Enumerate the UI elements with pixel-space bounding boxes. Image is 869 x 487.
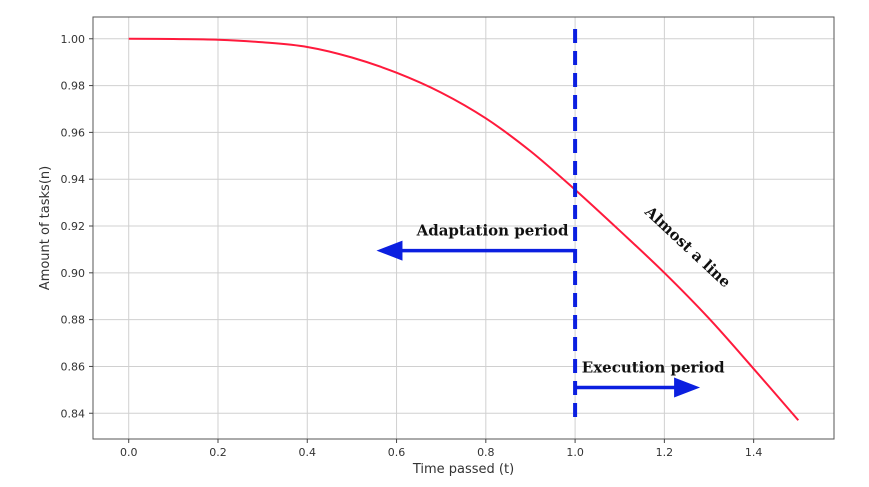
x-tick-label: 1.0: [566, 446, 584, 459]
x-axis-title: Time passed (t): [412, 462, 514, 477]
series-layer: [128, 37, 800, 421]
y-tick-label: 0.90: [61, 267, 86, 280]
x-tick-label: 0.2: [209, 446, 227, 459]
x-tick-label: 0.4: [299, 446, 317, 459]
almost_line-annotation: Almost a line: [641, 202, 735, 291]
x-tick-label: 1.2: [656, 446, 674, 459]
annotations: Adaptation period Execution period Almost …: [376, 202, 734, 398]
y-tick-label: 0.84: [61, 407, 86, 420]
plot-frame: [92, 16, 835, 440]
y-axis-title: Amount of tasks(n): [38, 166, 53, 290]
execution-annotation: Execution period: [582, 358, 725, 376]
x-tick-label: 0.6: [388, 446, 406, 459]
y-tick-label: 0.94: [61, 173, 86, 186]
y-tick-label: 0.88: [61, 314, 86, 327]
x-tick-label: 0.8: [477, 446, 495, 459]
adaptation-arrow-head: [376, 240, 403, 261]
y-tick-label: 0.86: [61, 360, 86, 373]
adaptation-annotation: Adaptation period: [416, 221, 569, 239]
series-line: [128, 37, 800, 421]
ticks: 0.0 0.2 0.4 0.6 0.8 1.0 1.2 1.4 0.84 0.86 0.88 0.90…: [61, 33, 763, 459]
y-tick-label: 1.00: [61, 33, 86, 46]
y-tick-label: 0.92: [61, 220, 86, 233]
x-tick-label: 1.4: [745, 446, 763, 459]
y-tick-label: 0.96: [61, 126, 86, 139]
execution-arrow-head: [674, 377, 701, 398]
x-tick-label: 0.0: [120, 446, 138, 459]
y-tick-label: 0.98: [61, 80, 86, 93]
